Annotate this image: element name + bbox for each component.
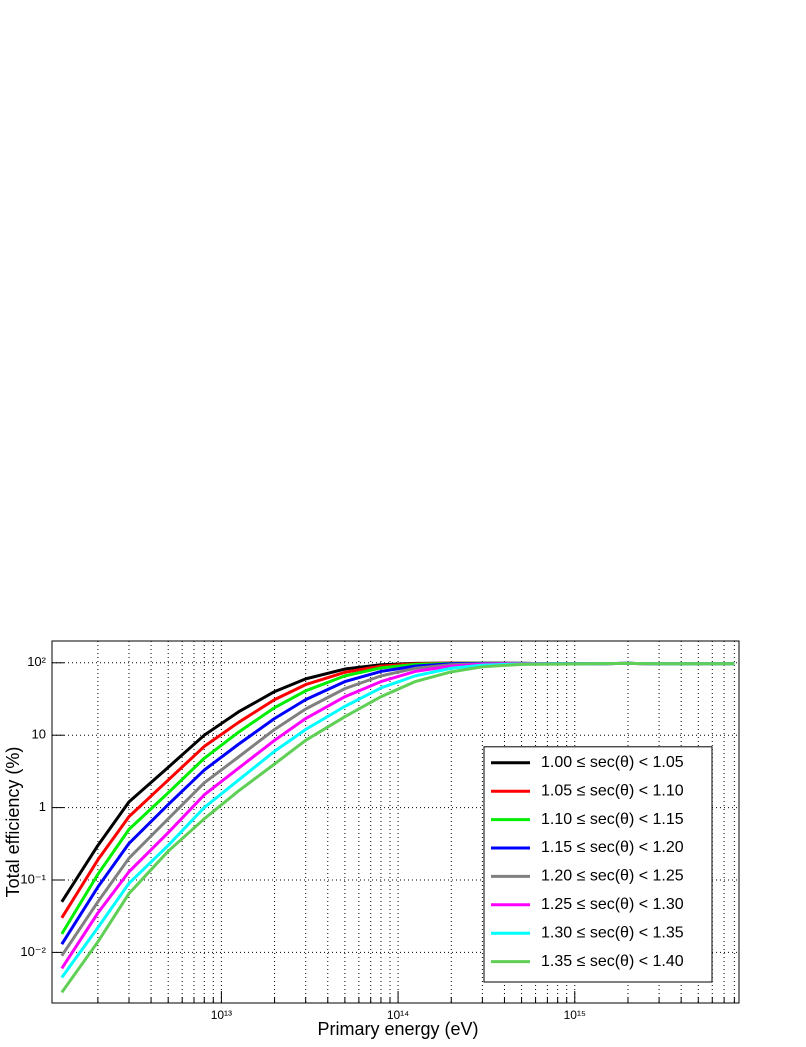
legend-label: 1.25 ≤ sec(θ) < 1.30 (541, 896, 684, 913)
x-tick-label: 10¹⁴ (387, 1008, 410, 1022)
plot-frame (51, 640, 740, 1004)
legend-label: 1.15 ≤ sec(θ) < 1.20 (541, 839, 684, 856)
legend-box (483, 746, 713, 983)
legend-label: 1.35 ≤ sec(θ) < 1.40 (541, 953, 684, 970)
y-tick-label: 10⁻¹ (20, 871, 46, 886)
x-axis-title: Primary energy (eV) (317, 1019, 478, 1039)
y-axis-title: Total efficiency (%) (3, 747, 23, 898)
x-tick-label: 10¹³ (211, 1008, 232, 1022)
x-tick-label: 10¹⁵ (564, 1008, 586, 1022)
y-tick-label: 1 (39, 799, 46, 814)
legend-label: 1.05 ≤ sec(θ) < 1.10 (541, 782, 684, 799)
y-tick-label: 10⁻² (20, 944, 46, 959)
legend-label: 1.10 ≤ sec(θ) < 1.15 (541, 811, 684, 828)
legend-label: 1.20 ≤ sec(θ) < 1.25 (541, 868, 684, 885)
y-tick-label: 10² (27, 654, 46, 669)
legend-label: 1.30 ≤ sec(θ) < 1.35 (541, 924, 684, 941)
y-tick-label: 10 (32, 727, 46, 742)
legend-label: 1.00 ≤ sec(θ) < 1.05 (541, 754, 684, 771)
series-line (60, 661, 735, 994)
